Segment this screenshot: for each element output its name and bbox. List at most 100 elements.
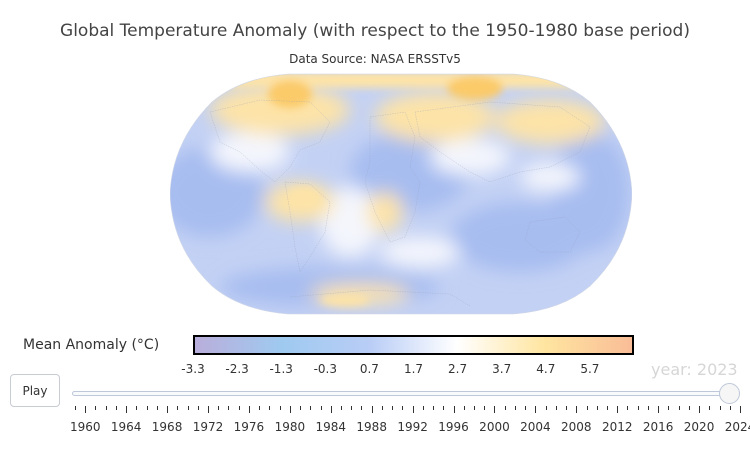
year-tick-mark	[627, 406, 629, 410]
warm-spot	[289, 187, 321, 207]
year-slider-rail[interactable]	[72, 391, 728, 396]
year-tick-mark	[699, 406, 701, 413]
year-tick-mark	[586, 406, 588, 410]
year-tick-mark	[402, 406, 404, 410]
year-tick-mark	[95, 406, 97, 410]
year-tick-mark	[658, 406, 660, 413]
year-tick-label: 2000	[479, 420, 510, 434]
south-america-outline	[284, 181, 331, 273]
year-tick-label: 1976	[233, 420, 265, 434]
year-tick-mark	[351, 406, 353, 410]
year-tick-mark	[453, 406, 455, 413]
hot-spot	[268, 80, 312, 108]
year-tick-mark	[177, 406, 179, 410]
neutral-patch	[380, 237, 460, 267]
year-tick-mark	[115, 406, 117, 410]
year-tick-mark	[228, 406, 230, 410]
year-tick-mark	[535, 406, 537, 413]
year-tick-label: 2024	[724, 420, 750, 434]
colorbar	[193, 335, 634, 355]
year-tick-mark	[545, 406, 547, 410]
year-slider-ticks	[0, 406, 750, 414]
year-slider-handle[interactable]	[719, 383, 741, 404]
neutral-patch	[320, 187, 380, 257]
map-border	[170, 73, 632, 315]
year-tick-mark	[709, 406, 711, 410]
year-tick-mark	[484, 406, 486, 410]
year-tick-mark	[269, 406, 271, 410]
year-tick-mark	[647, 406, 649, 410]
chart-subtitle: Data Source: NASA ERSSTv5	[289, 52, 461, 66]
year-tick-mark	[197, 406, 199, 410]
year-tick-mark	[494, 406, 496, 413]
colorbar-tick-label: 3.7	[492, 362, 512, 376]
year-tick-label: 1984	[315, 420, 347, 434]
year-tick-mark	[371, 406, 373, 413]
year-tick-label: 2012	[601, 420, 633, 434]
year-tick-label: 1972	[192, 420, 224, 434]
play-button[interactable]: Play	[10, 374, 60, 407]
year-tick-mark	[412, 406, 414, 413]
year-tick-label: 1968	[151, 420, 183, 434]
year-tick-mark	[218, 406, 220, 410]
world-map[interactable]	[170, 72, 632, 316]
australia-outline	[524, 216, 581, 253]
year-tick-mark	[289, 406, 291, 413]
colorbar-tick-label: -3.3	[181, 362, 205, 376]
year-tick-mark	[576, 406, 578, 413]
map-projection-area	[170, 74, 632, 314]
north-america-outline	[209, 99, 331, 183]
neutral-patch	[210, 132, 290, 172]
year-tick-mark	[504, 406, 506, 410]
year-tick-mark	[474, 406, 475, 410]
warm-patch	[210, 85, 350, 135]
year-tick-label: 2020	[683, 420, 715, 434]
colorbar-tick-labels: -3.3 -2.3 -1.3 -0.3 0.7 1.7 2.7 3.7 4.7 5.7	[0, 362, 750, 378]
year-tick-label: 1960	[69, 420, 101, 434]
year-tick-mark	[381, 406, 383, 410]
hot-spot	[447, 76, 503, 100]
year-tick-mark	[443, 406, 445, 410]
warm-patch	[367, 192, 403, 232]
chart-title: Global Temperature Anomaly (with respect…	[60, 21, 690, 41]
year-tick-mark	[729, 406, 731, 410]
year-tick-mark	[433, 406, 435, 410]
warm-patch	[495, 100, 605, 144]
year-tick-mark	[310, 406, 312, 410]
year-tick-mark	[566, 406, 568, 410]
year-tick-mark	[126, 406, 128, 413]
colorbar-title: Mean Anomaly (°C)	[23, 337, 160, 353]
year-tick-mark	[525, 406, 527, 410]
year-tick-mark	[156, 406, 158, 410]
year-tick-label: 2016	[642, 420, 674, 434]
year-tick-mark	[279, 406, 281, 410]
year-tick-mark	[719, 406, 721, 410]
colorbar-tick-label: -2.3	[225, 362, 249, 376]
year-tick-mark	[208, 406, 209, 413]
year-tick-mark	[136, 406, 138, 410]
year-tick-mark	[617, 406, 619, 413]
year-tick-mark	[341, 406, 342, 410]
year-tick-mark	[248, 406, 250, 413]
colorbar-tick-label: 2.7	[448, 362, 468, 376]
colorbar-tick-label: 1.7	[403, 362, 424, 376]
year-tick-label: 1992	[397, 420, 428, 434]
year-tick-mark	[167, 406, 169, 413]
neutral-patch	[430, 139, 510, 175]
year-tick-mark	[668, 406, 670, 410]
year-tick-label: 1980	[274, 420, 306, 434]
warm-patch	[375, 92, 495, 142]
year-tick-mark	[740, 406, 741, 413]
year-tick-label: 1996	[438, 420, 469, 434]
year-tick-mark	[596, 406, 598, 410]
year-tick-mark	[463, 406, 465, 410]
year-tick-mark	[85, 406, 87, 413]
current-year-label: year: 2023	[651, 360, 738, 379]
year-tick-mark	[555, 406, 557, 410]
colorbar-tick-label: 5.7	[580, 362, 600, 376]
cool-patch	[550, 132, 630, 252]
year-tick-mark	[607, 406, 608, 410]
year-slider-labels: 1960 1964 1968 1972 1976 1980 1984 1988 1992 1996…	[0, 420, 750, 436]
warm-spot	[320, 294, 370, 306]
year-tick-mark	[146, 406, 148, 410]
